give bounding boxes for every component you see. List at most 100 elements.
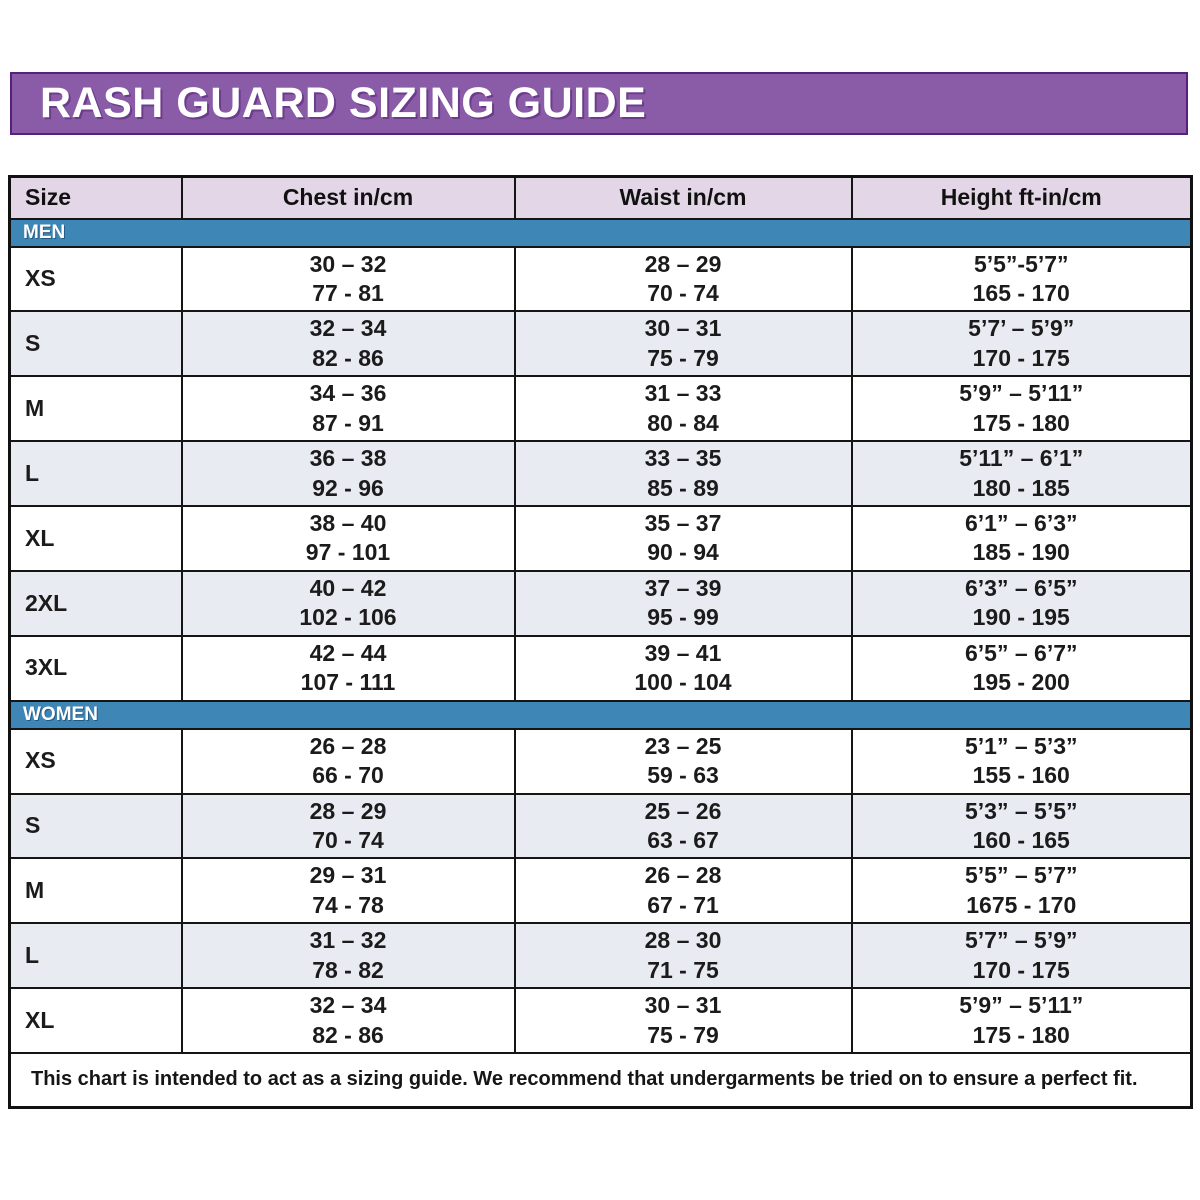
- height-cell-line: 180 - 185: [972, 474, 1070, 501]
- waist-cell-line: 25 – 26: [644, 797, 722, 824]
- chest-cell: 30 – 32 77 - 81: [180, 245, 516, 313]
- chest-cell-line: 92 - 96: [312, 474, 384, 501]
- table-row: 3XL 42 – 44 107 - 111 39 – 41 100 - 104 6’5” …: [8, 634, 1193, 702]
- chest-cell-line: 82 - 86: [312, 1021, 384, 1048]
- chest-cell-line: 77 - 81: [312, 279, 384, 306]
- chest-cell-line: 42 – 44: [309, 639, 387, 666]
- header-size: Size: [8, 175, 183, 220]
- section-label: WOMEN: [8, 699, 1193, 730]
- height-cell-line: 155 - 160: [972, 762, 1070, 789]
- table-row: S 28 – 29 70 - 74 25 – 26 63 - 67 5’3” – 5’5”…: [8, 792, 1193, 860]
- table-body: MEN XS 30 – 32 77 - 81 28 – 29 70 - 74 5’5”-5’…: [8, 217, 1193, 1054]
- height-cell-line: 6’3” – 6’5”: [964, 574, 1078, 601]
- waist-cell-line: 80 - 84: [647, 409, 719, 436]
- height-cell-line: 175 - 180: [972, 409, 1070, 436]
- height-cell-line: 5’1” – 5’3”: [964, 732, 1078, 759]
- size-cell-line: L: [25, 941, 40, 968]
- height-cell-line: 5’9” – 5’11”: [959, 380, 1084, 407]
- size-cell: L: [8, 922, 183, 990]
- waist-cell-line: 23 – 25: [644, 732, 722, 759]
- table-row: XS 30 – 32 77 - 81 28 – 29 70 - 74 5’5”-5’7” 1…: [8, 245, 1193, 313]
- chest-cell-line: 30 – 32: [309, 250, 387, 277]
- height-cell-line: 6’1” – 6’3”: [964, 510, 1078, 536]
- size-cell-line: XS: [25, 265, 56, 292]
- height-cell: 5’7’ – 5’9” 170 - 175: [850, 310, 1193, 378]
- chest-cell-line: 87 - 91: [312, 409, 384, 436]
- waist-cell-line: 28 – 30: [644, 927, 722, 954]
- size-cell-line: XS: [25, 747, 56, 774]
- size-cell: XS: [8, 727, 183, 795]
- header-chest: Chest in/cm: [180, 175, 516, 220]
- waist-cell: 33 – 35 85 - 89: [513, 440, 853, 507]
- chest-cell-line: 38 – 40: [309, 510, 387, 536]
- chest-cell-line: 74 - 78: [312, 891, 384, 918]
- chest-cell-line: 26 – 28: [309, 732, 387, 759]
- chest-cell-line: 82 - 86: [312, 344, 384, 371]
- chest-cell-line: 40 – 42: [309, 574, 387, 601]
- table-row: M 34 – 36 87 - 91 31 – 33 80 - 84 5’9” – 5’11…: [8, 375, 1193, 443]
- size-cell: M: [8, 375, 183, 443]
- size-cell-line: 2XL: [25, 589, 68, 616]
- chest-cell-line: 66 - 70: [312, 762, 384, 789]
- waist-cell: 25 – 26 63 - 67: [513, 792, 853, 860]
- table-footer: This chart is intended to act as a sizin…: [8, 1052, 1193, 1108]
- size-cell-line: M: [25, 877, 45, 904]
- waist-cell: 39 – 41 100 - 104: [513, 634, 853, 702]
- waist-cell-line: 85 - 89: [647, 474, 719, 501]
- height-cell-line: 5’9” – 5’11”: [959, 992, 1084, 1019]
- waist-cell: 28 – 29 70 - 74: [513, 245, 853, 313]
- waist-cell-line: 75 - 79: [647, 344, 719, 371]
- section-header-men: MEN: [8, 217, 1193, 248]
- height-cell: 5’1” – 5’3” 155 - 160: [850, 727, 1193, 795]
- chest-cell: 36 – 38 92 - 96: [180, 440, 516, 507]
- size-cell-line: S: [25, 812, 41, 839]
- waist-cell-line: 100 - 104: [634, 669, 732, 696]
- height-cell-line: 190 - 195: [972, 604, 1070, 631]
- table-header: Size Chest in/cm Waist in/cm Height ft-i…: [8, 175, 1193, 220]
- height-cell-line: 5’5”-5’7”: [973, 250, 1069, 277]
- height-cell: 5’7” – 5’9” 170 - 175: [850, 922, 1193, 990]
- size-cell-line: M: [25, 394, 45, 421]
- size-cell-line: XL: [25, 524, 55, 551]
- size-cell: M: [8, 857, 183, 925]
- table-row: L 31 – 32 78 - 82 28 – 30 71 - 75 5’7” – 5’9”…: [8, 922, 1193, 990]
- chest-cell-line: 29 – 31: [309, 862, 387, 889]
- chest-cell: 40 – 42 102 - 106: [180, 569, 516, 637]
- table-row: 2XL 40 – 42 102 - 106 37 – 39 95 - 99 6’3” – …: [8, 569, 1193, 637]
- height-cell-line: 175 - 180: [972, 1021, 1070, 1048]
- chest-cell-line: 78 - 82: [312, 956, 384, 983]
- chest-cell: 28 – 29 70 - 74: [180, 792, 516, 860]
- section-label: MEN: [8, 217, 1193, 248]
- chest-cell-line: 34 – 36: [309, 380, 387, 407]
- size-cell: XS: [8, 245, 183, 313]
- section-header-women: WOMEN: [8, 699, 1193, 730]
- header-height: Height ft-in/cm: [850, 175, 1193, 220]
- height-cell-line: 185 - 190: [972, 539, 1070, 566]
- size-cell: 2XL: [8, 569, 183, 637]
- size-cell: XL: [8, 987, 183, 1054]
- size-cell: 3XL: [8, 634, 183, 702]
- waist-cell-line: 71 - 75: [647, 956, 719, 983]
- waist-cell-line: 90 - 94: [647, 539, 719, 566]
- waist-cell: 28 – 30 71 - 75: [513, 922, 853, 990]
- waist-cell-line: 39 – 41: [644, 639, 722, 666]
- waist-cell-line: 28 – 29: [644, 250, 722, 277]
- height-cell-line: 160 - 165: [972, 826, 1070, 853]
- table-row: L 36 – 38 92 - 96 33 – 35 85 - 89 5’11” – 6’1…: [8, 440, 1193, 507]
- waist-cell-line: 70 - 74: [647, 279, 719, 306]
- table-row: XL 38 – 40 97 - 101 35 – 37 90 - 94 6’1” – 6’…: [8, 505, 1193, 572]
- height-cell-line: 170 - 175: [972, 344, 1070, 371]
- size-cell: S: [8, 310, 183, 378]
- height-cell-line: 1675 - 170: [966, 891, 1077, 918]
- page-title: RASH GUARD SIZING GUIDE: [40, 79, 647, 127]
- waist-cell-line: 26 – 28: [644, 862, 722, 889]
- waist-cell: 26 – 28 67 - 71: [513, 857, 853, 925]
- size-cell-line: XL: [25, 1006, 55, 1033]
- waist-cell: 23 – 25 59 - 63: [513, 727, 853, 795]
- chest-cell: 31 – 32 78 - 82: [180, 922, 516, 990]
- height-cell: 5’9” – 5’11” 175 - 180: [850, 375, 1193, 443]
- waist-cell-line: 67 - 71: [647, 891, 719, 918]
- chest-cell-line: 32 – 34: [309, 315, 387, 342]
- height-cell-line: 5’5” – 5’7”: [964, 862, 1078, 889]
- height-cell: 5’5”-5’7” 165 - 170: [850, 245, 1193, 313]
